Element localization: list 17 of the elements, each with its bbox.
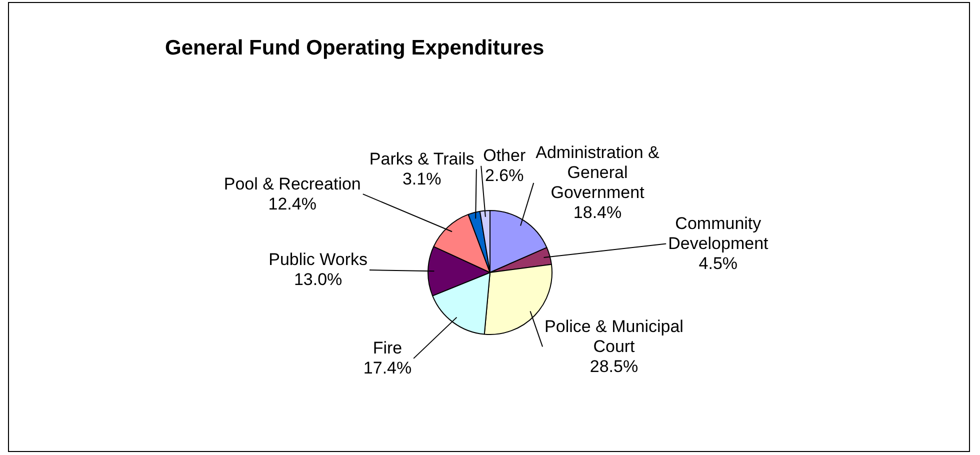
data-label: 28.5% bbox=[590, 356, 638, 376]
slice-label: Community Development bbox=[668, 214, 769, 253]
slice-label: Other bbox=[483, 146, 526, 166]
slice-label: Parks & Trails bbox=[369, 149, 474, 168]
data-label: 4.5% bbox=[698, 254, 738, 273]
slice-label: Police & Municipal Court bbox=[544, 316, 684, 356]
slice-label: Administration & General Government bbox=[536, 143, 660, 202]
slice-label: Pool & Recreation bbox=[224, 174, 361, 194]
slice-label: Fire bbox=[372, 338, 402, 358]
data-label: 12.4% bbox=[268, 194, 316, 214]
data-label: 3.1% bbox=[402, 169, 442, 188]
data-label: 13.0% bbox=[294, 270, 342, 290]
chart-title: General Fund Operating Expenditures bbox=[165, 36, 544, 60]
data-label: 17.4% bbox=[363, 358, 412, 378]
data-label: 18.4% bbox=[573, 203, 622, 222]
slice-label: Public Works bbox=[268, 250, 368, 270]
data-label: 2.6% bbox=[484, 166, 524, 186]
